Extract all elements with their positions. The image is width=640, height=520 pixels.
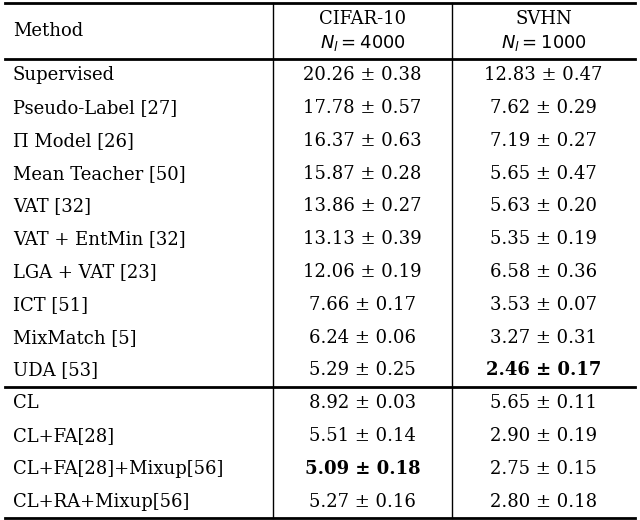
Text: Mean Teacher [50]: Mean Teacher [50] <box>13 164 186 183</box>
Text: 3.27 ± 0.31: 3.27 ± 0.31 <box>490 329 597 347</box>
Text: SVHN: SVHN <box>515 9 572 28</box>
Text: 12.06 ± 0.19: 12.06 ± 0.19 <box>303 263 422 281</box>
Text: 5.51 ± 0.14: 5.51 ± 0.14 <box>309 427 416 445</box>
Text: 6.24 ± 0.06: 6.24 ± 0.06 <box>309 329 416 347</box>
Text: CL+RA+Mixup[56]: CL+RA+Mixup[56] <box>13 492 189 511</box>
Text: 7.62 ± 0.29: 7.62 ± 0.29 <box>490 99 597 117</box>
Text: Π Model [26]: Π Model [26] <box>13 132 134 150</box>
Text: CIFAR-10: CIFAR-10 <box>319 9 406 28</box>
Text: 16.37 ± 0.63: 16.37 ± 0.63 <box>303 132 422 150</box>
Text: 6.58 ± 0.36: 6.58 ± 0.36 <box>490 263 597 281</box>
Text: 5.35 ± 0.19: 5.35 ± 0.19 <box>490 230 597 248</box>
Text: Method: Method <box>13 22 83 40</box>
Text: 2.90 ± 0.19: 2.90 ± 0.19 <box>490 427 597 445</box>
Text: 12.83 ± 0.47: 12.83 ± 0.47 <box>484 66 603 84</box>
Text: ICT [51]: ICT [51] <box>13 296 88 314</box>
Text: 20.26 ± 0.38: 20.26 ± 0.38 <box>303 66 422 84</box>
Text: 15.87 ± 0.28: 15.87 ± 0.28 <box>303 164 422 183</box>
Text: MixMatch [5]: MixMatch [5] <box>13 329 136 347</box>
Text: Pseudo-Label [27]: Pseudo-Label [27] <box>13 99 177 117</box>
Text: CL+FA[28]: CL+FA[28] <box>13 427 114 445</box>
Text: 2.75 ± 0.15: 2.75 ± 0.15 <box>490 460 597 478</box>
Text: 5.65 ± 0.47: 5.65 ± 0.47 <box>490 164 597 183</box>
Text: 17.78 ± 0.57: 17.78 ± 0.57 <box>303 99 422 117</box>
Text: CL+FA[28]+Mixup[56]: CL+FA[28]+Mixup[56] <box>13 460 223 478</box>
Text: UDA [53]: UDA [53] <box>13 361 98 380</box>
Text: $N_l = 1000$: $N_l = 1000$ <box>500 33 587 53</box>
Text: 8.92 ± 0.03: 8.92 ± 0.03 <box>309 394 416 412</box>
Text: $N_l = 4000$: $N_l = 4000$ <box>319 33 406 53</box>
Text: 5.27 ± 0.16: 5.27 ± 0.16 <box>309 492 416 511</box>
Text: 3.53 ± 0.07: 3.53 ± 0.07 <box>490 296 597 314</box>
Text: 13.13 ± 0.39: 13.13 ± 0.39 <box>303 230 422 248</box>
Text: 7.19 ± 0.27: 7.19 ± 0.27 <box>490 132 597 150</box>
Text: 2.80 ± 0.18: 2.80 ± 0.18 <box>490 492 597 511</box>
Text: CL: CL <box>13 394 38 412</box>
Text: 5.29 ± 0.25: 5.29 ± 0.25 <box>309 361 416 380</box>
Text: Supervised: Supervised <box>13 66 115 84</box>
Text: VAT + EntMin [32]: VAT + EntMin [32] <box>13 230 186 248</box>
Text: LGA + VAT [23]: LGA + VAT [23] <box>13 263 157 281</box>
Text: VAT [32]: VAT [32] <box>13 198 91 215</box>
Text: 5.63 ± 0.20: 5.63 ± 0.20 <box>490 198 597 215</box>
Text: 13.86 ± 0.27: 13.86 ± 0.27 <box>303 198 422 215</box>
Text: 7.66 ± 0.17: 7.66 ± 0.17 <box>309 296 416 314</box>
Text: 5.65 ± 0.11: 5.65 ± 0.11 <box>490 394 597 412</box>
Text: 5.09 ± 0.18: 5.09 ± 0.18 <box>305 460 420 478</box>
Text: 2.46 ± 0.17: 2.46 ± 0.17 <box>486 361 602 380</box>
